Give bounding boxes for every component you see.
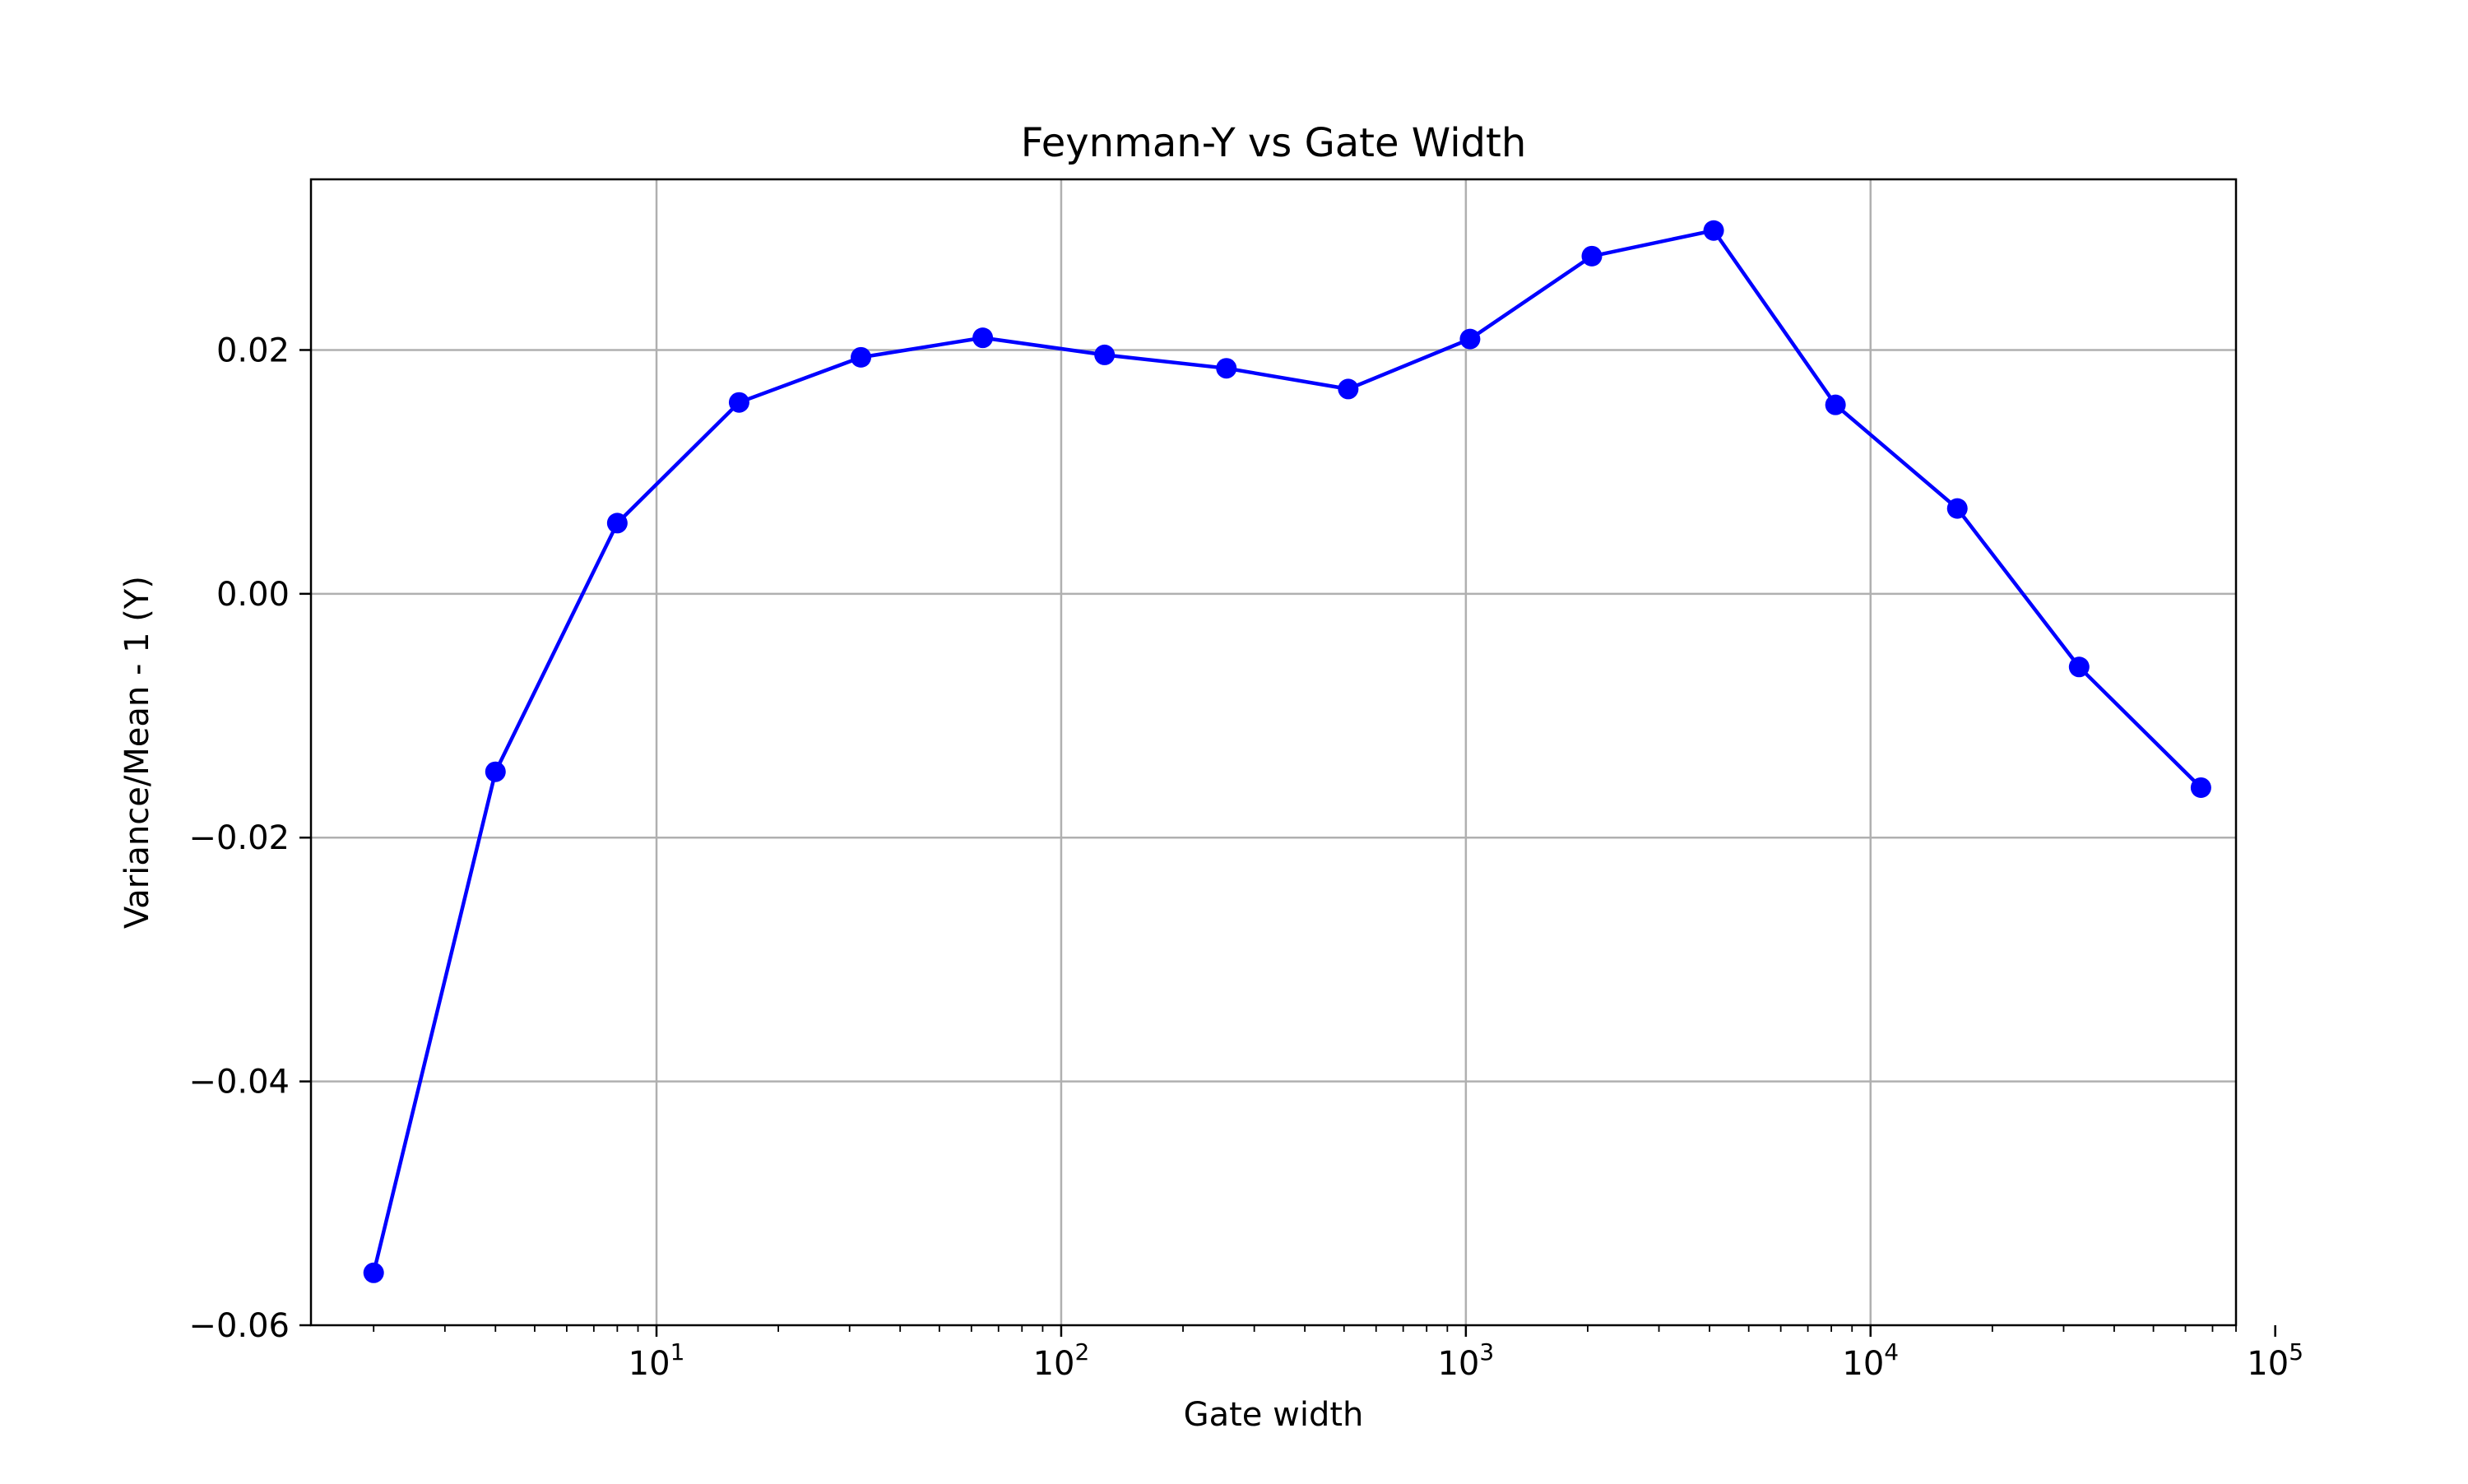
x-tick-label: 101 (629, 1338, 685, 1383)
series-line (372, 228, 2202, 1273)
y-tick-label: −0.04 (188, 1064, 290, 1101)
x-tick-label: 105 (2247, 1338, 2303, 1383)
y-tick-label: 0.02 (216, 332, 290, 369)
plot-frame (309, 178, 2238, 1327)
data-point (1216, 358, 1237, 379)
x-tick-label: 104 (1842, 1338, 1899, 1383)
x-tick-label: 102 (1033, 1338, 1090, 1383)
y-tick-label: 0.00 (216, 576, 290, 614)
data-point (1825, 394, 1846, 415)
data-point (1338, 378, 1359, 400)
data-point (1459, 328, 1481, 350)
ticks: 101 102 103 104 105 0.02 0.00 −0.02 −0.04 −0.06 (188, 332, 2303, 1383)
data-point (2068, 656, 2090, 678)
data-point (851, 346, 872, 368)
data-point (485, 761, 506, 782)
chart-title: Feynman-Y vs Gate Width (1021, 120, 1526, 166)
series-layer (363, 220, 2211, 1283)
data-point (606, 512, 628, 534)
data-point (2190, 777, 2211, 798)
x-tick-label: 103 (1437, 1338, 1494, 1383)
data-point (1946, 498, 1968, 519)
y-axis-label: Variance/Mean - 1 (Y) (118, 576, 156, 929)
data-point (1094, 344, 1116, 365)
x-axis-label: Gate width (1184, 1396, 1364, 1434)
data-point (972, 327, 994, 349)
data-point (1703, 220, 1724, 241)
grid (311, 179, 2236, 1325)
data-point (363, 1262, 384, 1283)
y-tick-label: −0.02 (188, 819, 290, 857)
y-tick-label: −0.06 (188, 1307, 290, 1345)
data-point (1581, 245, 1603, 267)
data-point (728, 392, 749, 413)
